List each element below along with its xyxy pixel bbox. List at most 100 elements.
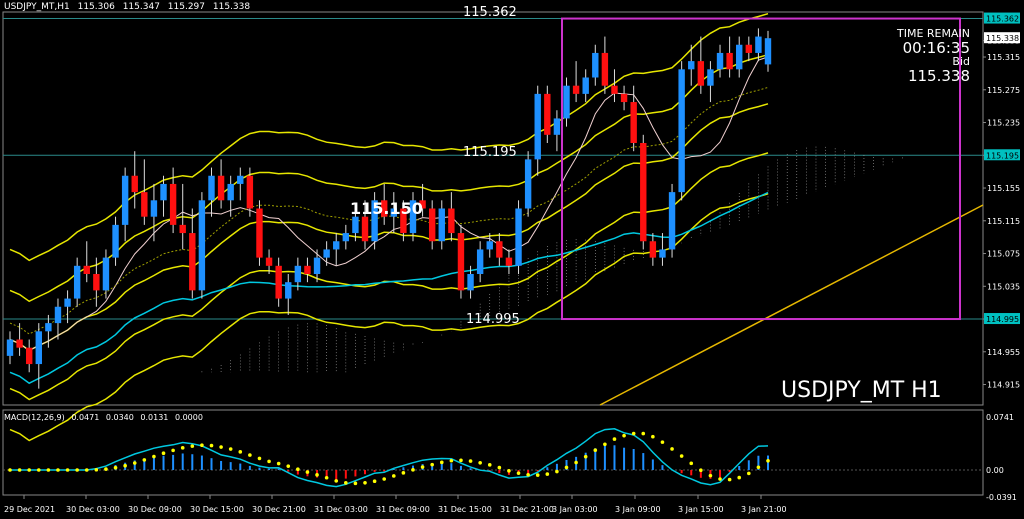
candle-bull — [563, 85, 570, 119]
main-pane-frame — [2, 11, 984, 406]
candle-bull — [285, 282, 292, 299]
macd-signal-dot — [699, 468, 703, 473]
macd-signal-dot — [574, 460, 578, 465]
macd-main-line — [10, 428, 769, 488]
macd-signal-dot — [267, 459, 271, 464]
price-tag-high-bg — [984, 12, 1020, 24]
ichimoku-cloud — [201, 146, 913, 373]
candle-bear — [726, 52, 733, 70]
candle-bull — [467, 274, 474, 291]
candle-bull — [150, 200, 158, 217]
candle-bull — [515, 208, 522, 266]
price-tag-low: 114.995 — [986, 315, 1019, 324]
candle-bear — [640, 143, 647, 242]
time-remain-label: TIME REMAIN — [897, 27, 970, 40]
close-value: 115.338 — [212, 2, 251, 12]
time-tick-label: 30 Dec 09:00 — [128, 505, 182, 514]
candle-bull — [678, 69, 685, 193]
price-tick-label: 115.115 — [987, 217, 1020, 226]
candle-bear — [189, 233, 196, 291]
macd-signal-dot — [583, 454, 588, 459]
candle-bear — [601, 52, 609, 86]
candle-bull — [716, 52, 724, 70]
candle-bear — [457, 233, 465, 291]
macd-signal-dot — [507, 469, 511, 473]
macd-signal-dot — [344, 481, 348, 485]
candle-bull — [313, 257, 321, 274]
candle-bull — [409, 200, 417, 234]
macd-signal-dot — [622, 433, 626, 438]
macd-signal-dot — [679, 454, 684, 458]
chart-header: USDJPY_MT,H1 115.306 115.347 115.297 115… — [4, 2, 255, 12]
candle-bear — [83, 265, 90, 274]
time-remain-value: 00:16:35 — [902, 39, 970, 57]
candle-bull — [582, 77, 589, 94]
macd-signal-dot — [747, 471, 751, 476]
macd-signal-dot — [94, 467, 99, 472]
candle-bear — [25, 347, 33, 365]
macd-signal-dot — [334, 479, 339, 483]
price-tick-label: 115.075 — [987, 250, 1020, 259]
price-tag-current-bg — [984, 32, 1020, 44]
bollinger-upper-1 — [9, 53, 769, 303]
candle-bull — [476, 249, 484, 274]
price-tick-label: 114.915 — [987, 381, 1020, 390]
macd-signal-dot — [487, 463, 492, 467]
time-tick-label: 30 Dec 15:00 — [190, 505, 244, 514]
trend-line — [599, 204, 984, 406]
macd-signal-dot — [257, 456, 262, 461]
price-tag-mid-bg — [984, 149, 1020, 161]
range-box — [561, 17, 961, 321]
price-tick-label: 115.315 — [987, 53, 1020, 62]
macd-signal-dot — [228, 447, 233, 451]
candle-bull — [160, 183, 167, 201]
time-tick-label: 31 Dec 09:00 — [376, 505, 430, 514]
candle-bull — [659, 249, 666, 258]
macd-signal-dot — [555, 469, 559, 474]
macd-signal-dot — [75, 468, 79, 472]
macd-signal-dot — [593, 448, 598, 453]
macd-hist-value: 0.0131 — [140, 413, 169, 422]
candle-bull — [112, 224, 119, 258]
macd-signal-dot — [315, 473, 319, 477]
macd-signal-dot — [391, 474, 396, 478]
bollinger-upper-2 — [9, 12, 769, 262]
macd-signal-dot — [152, 454, 156, 459]
time-tick-label: 30 Dec 21:00 — [252, 505, 306, 514]
candle-bear — [141, 192, 148, 217]
macd-signal-dot — [372, 479, 377, 484]
candle-bull — [438, 208, 445, 242]
macd-signal-dot — [219, 445, 223, 449]
symbol-label: USDJPY_MT,H1 — [4, 2, 70, 12]
bollinger-lower-2 — [9, 193, 769, 442]
macd-signal-dot — [516, 471, 521, 475]
macd-signal-dot — [84, 468, 89, 472]
macd-header: MACD(12,26,9) 0.0471 0.0340 0.0131 0.000… — [4, 413, 207, 422]
price-tag-high: 115.362 — [986, 15, 1019, 24]
candle-bear — [265, 257, 273, 266]
macd-histogram — [95, 445, 769, 480]
macd-signal-dot — [238, 450, 243, 454]
time-tick-label: 31 Dec 21:00 — [500, 505, 554, 514]
macd-signal-dot — [248, 453, 252, 457]
macd-signal-value: 0.0340 — [105, 413, 134, 422]
candle-bear — [697, 61, 705, 86]
low-value: 115.297 — [167, 2, 206, 12]
candle-bull — [54, 306, 62, 324]
macd-signal-dot — [190, 444, 195, 448]
macd-signal-dot — [286, 464, 291, 468]
macd-signal-dot — [420, 465, 425, 469]
level-high-label: 115.362 — [463, 5, 517, 20]
macd-signal-dot — [459, 458, 463, 463]
candle-bull — [198, 200, 206, 291]
level-low-label: 114.995 — [466, 312, 520, 327]
candle-bear — [217, 175, 225, 201]
macd-signal-dot — [478, 460, 482, 465]
time-tick-label: 3 Jan 15:00 — [678, 505, 724, 514]
macd-signal-dot — [132, 461, 137, 465]
symbol-watermark: USDJPY_MT H1 — [781, 378, 942, 403]
macd-signal-dot — [603, 442, 607, 447]
macd-signal-dot — [718, 477, 722, 481]
